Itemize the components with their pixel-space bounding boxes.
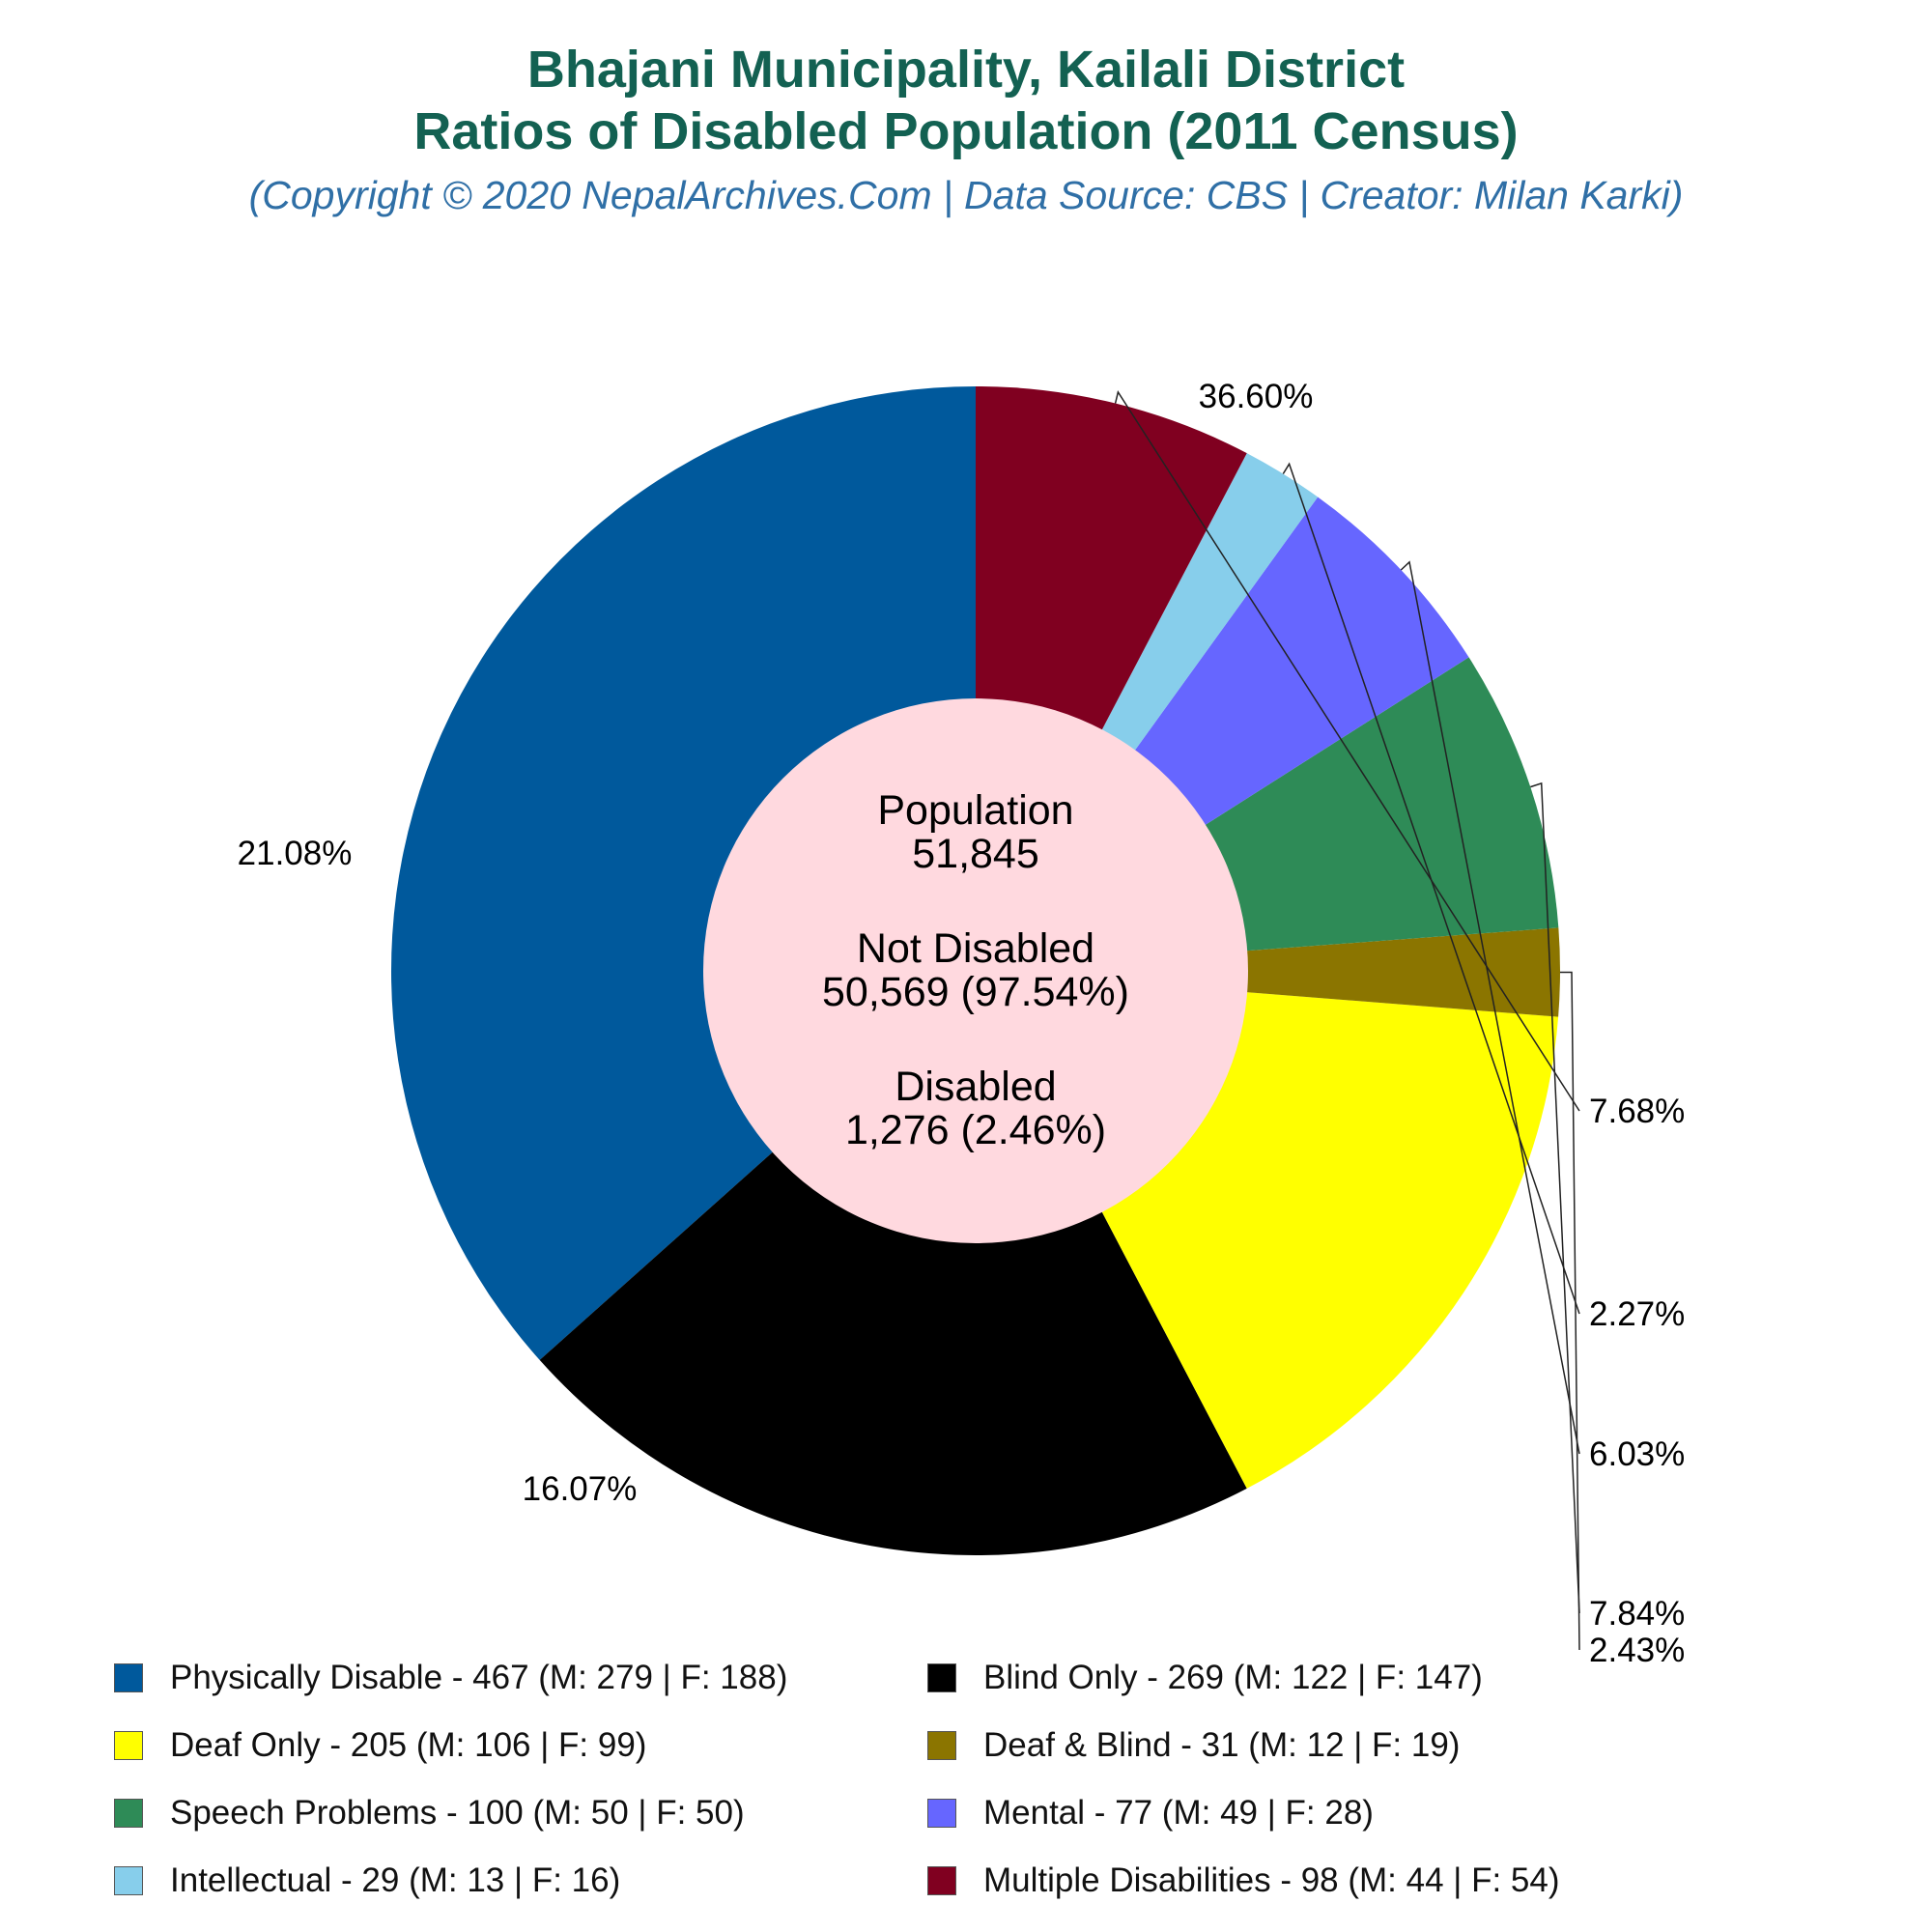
legend-label: Intellectual - 29 (M: 13 | F: 16) — [170, 1861, 621, 1899]
chart-subtitle: (Copyright © 2020 NepalArchives.Com | Da… — [248, 173, 1684, 217]
center-disabled-label: Disabled — [895, 1064, 1056, 1110]
leader-line-mental — [1400, 560, 1580, 1455]
legend-swatch — [927, 1663, 956, 1692]
slice-deaf-and-blind — [976, 927, 1560, 1017]
percent-label-physically-disable: 36.60% — [1199, 378, 1314, 415]
legend-item-blind-only: Blind Only - 269 (M: 122 | F: 147) — [927, 1654, 1483, 1702]
legend-swatch — [114, 1799, 143, 1828]
percent-label-deaf-only: 16.07% — [523, 1470, 638, 1508]
percent-label-intellectual: 2.27% — [1589, 1295, 1685, 1333]
legend-swatch — [927, 1731, 956, 1760]
leader-line-intellectual — [1282, 462, 1580, 1315]
center-disabled-value: 1,276 (2.46%) — [845, 1107, 1106, 1153]
legend-item-multiple-disabilities: Multiple Disabilities - 98 (M: 44 | F: 5… — [927, 1857, 1560, 1905]
percent-label-blind-only: 21.08% — [238, 835, 353, 872]
leader-line-multiple-disabilities — [1114, 390, 1580, 1112]
center-population-value: 51,845 — [912, 831, 1039, 877]
leader-lines-group — [1114, 390, 1580, 1651]
legend-item-intellectual: Intellectual - 29 (M: 13 | F: 16) — [114, 1857, 620, 1905]
legend-label: Deaf & Blind - 31 (M: 12 | F: 19) — [983, 1726, 1461, 1764]
center-not-disabled-label: Not Disabled — [857, 925, 1094, 972]
legend-swatch — [927, 1866, 956, 1895]
legend-swatch — [114, 1731, 143, 1760]
slice-blind-only — [539, 971, 1247, 1555]
donut-center — [703, 698, 1248, 1243]
donut-chart: 36.60% 21.08% 16.07% 2.43%7.84% 6.03% 2.27% 7.… — [238, 378, 1686, 1669]
center-not-disabled-value: 50,569 (97.54%) — [822, 969, 1129, 1015]
legend-swatch — [114, 1663, 143, 1692]
percent-label-deaf-and-blind: 2.43% — [1589, 1632, 1685, 1669]
legend-item-mental: Mental - 77 (M: 49 | F: 28) — [927, 1789, 1374, 1837]
percent-label-speech-problems: 7.84% — [1589, 1595, 1685, 1633]
leader-line-speech-problems — [1530, 781, 1580, 1614]
slice-physically-disable — [390, 386, 976, 1360]
legend-swatch — [927, 1799, 956, 1828]
legend-swatch — [114, 1866, 143, 1895]
legend-label: Physically Disable - 467 (M: 279 | F: 18… — [170, 1659, 788, 1696]
legend-label: Mental - 77 (M: 49 | F: 28) — [983, 1794, 1374, 1832]
legend-item-physically-disable: Physically Disable - 467 (M: 279 | F: 18… — [114, 1654, 787, 1702]
legend-item-deaf-only: Deaf Only - 205 (M: 106 | F: 99) — [114, 1721, 646, 1770]
percent-label-mental: 6.03% — [1589, 1435, 1685, 1473]
legend-label: Multiple Disabilities - 98 (M: 44 | F: 5… — [983, 1861, 1560, 1899]
chart-title-line1: Bhajani Municipality, Kailali District — [526, 41, 1406, 99]
percent-label-multiple-disabilities: 7.68% — [1589, 1093, 1685, 1130]
chart-title-line2: Ratios of Disabled Population (2011 Cens… — [413, 102, 1519, 160]
legend-label: Blind Only - 269 (M: 122 | F: 147) — [983, 1659, 1483, 1696]
legend-label: Deaf Only - 205 (M: 106 | F: 99) — [170, 1726, 647, 1764]
legend-item-speech-problems: Speech Problems - 100 (M: 50 | F: 50) — [114, 1789, 745, 1837]
leader-line-deaf-and-blind — [1560, 971, 1580, 1651]
legend-item-deaf-and-blind: Deaf & Blind - 31 (M: 12 | F: 19) — [927, 1721, 1460, 1770]
percent-labels-group: 36.60% 21.08% 16.07% 2.43%7.84% 6.03% 2.27% 7.… — [238, 378, 1686, 1669]
legend-label: Speech Problems - 100 (M: 50 | F: 50) — [170, 1794, 745, 1832]
center-population-label: Population — [877, 787, 1073, 834]
